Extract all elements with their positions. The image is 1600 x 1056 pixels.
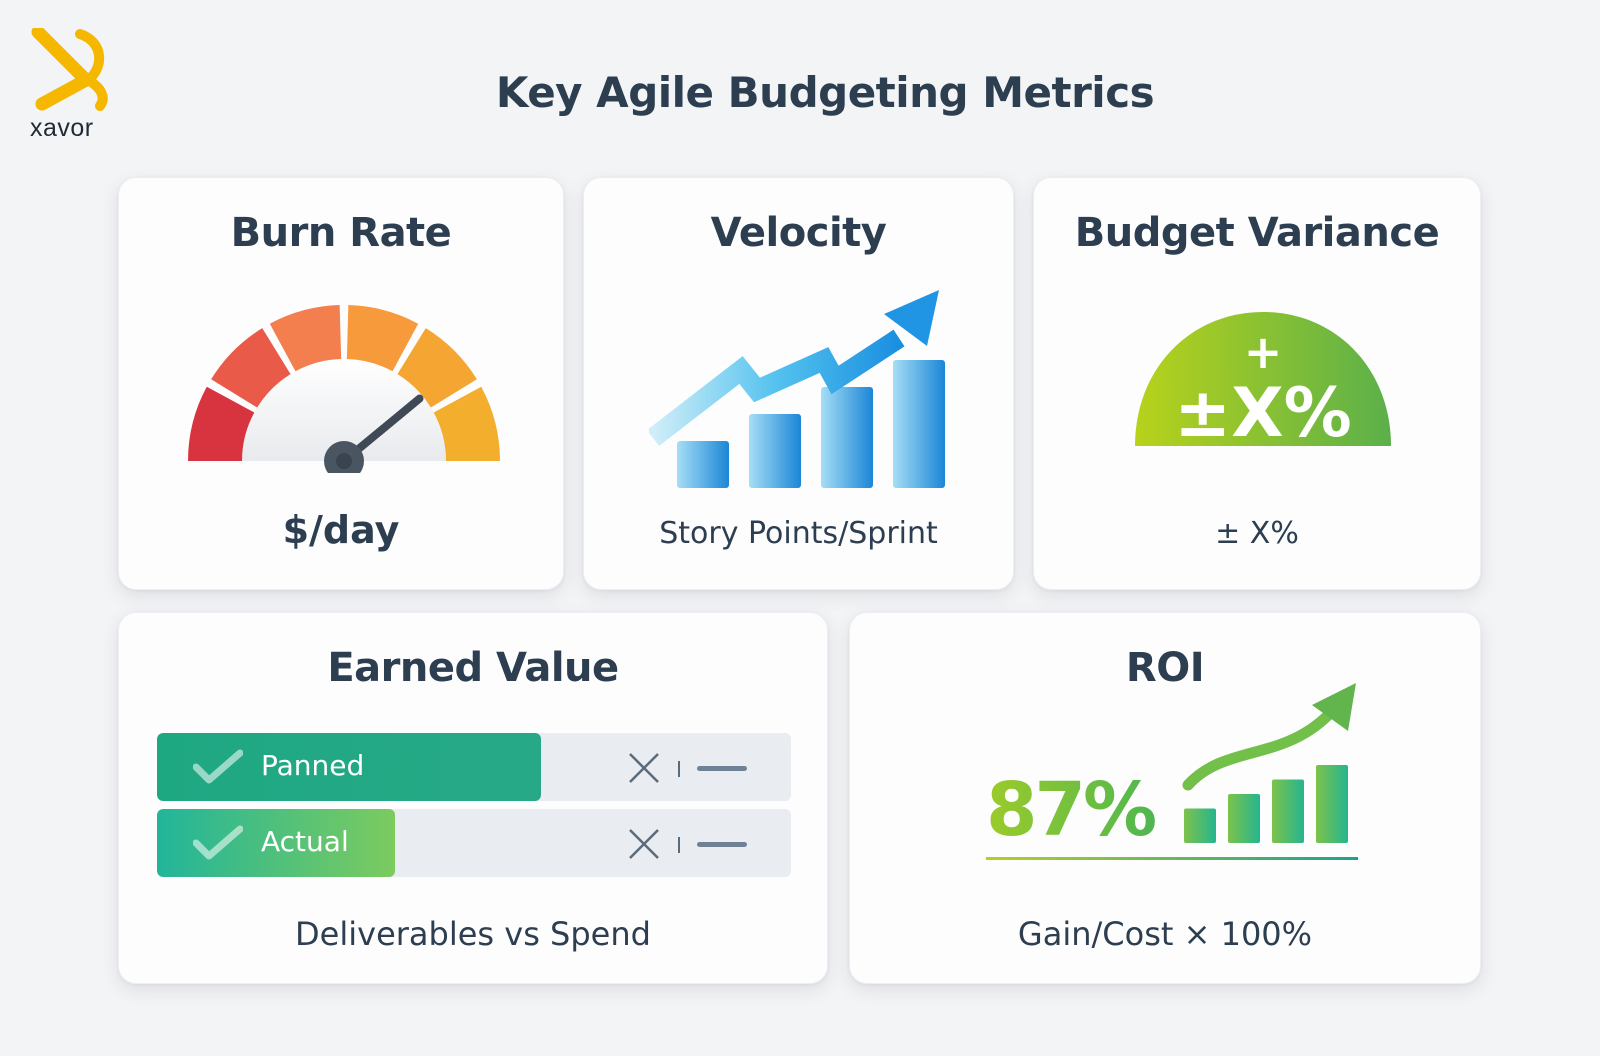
gauge-segment <box>346 305 419 372</box>
velocity-caption: Story Points/Sprint <box>659 516 938 551</box>
roi-bar <box>1184 808 1216 843</box>
divider-tick <box>678 837 680 853</box>
page-title: Key Agile Budgeting Metrics <box>495 68 1155 117</box>
arrow-head-icon <box>884 290 939 346</box>
burn-rate-card: Burn Rate $/day <box>118 177 564 590</box>
arrow-head-icon <box>1312 683 1356 731</box>
velocity-bar <box>893 360 945 488</box>
velocity-bar <box>677 441 729 488</box>
gauge-segment <box>433 386 500 461</box>
actual-bar: Actual <box>157 809 791 877</box>
burn-rate-caption: $/day <box>282 508 400 552</box>
actual-label: Actual <box>261 825 349 858</box>
roi-bar <box>1272 779 1304 843</box>
check-icon <box>193 825 243 860</box>
earned-value-caption: Deliverables vs Spend <box>295 915 651 953</box>
roi-graphic: 87% <box>986 683 1358 860</box>
close-icon <box>629 829 659 859</box>
planned-bar: Panned <box>157 733 791 801</box>
divider-tick <box>678 761 680 777</box>
trend-chart-icon <box>649 290 945 488</box>
velocity-title: Velocity <box>710 210 887 256</box>
variance-symbol: ±X% <box>1174 374 1352 448</box>
roi-caption: Gain/Cost × 100% <box>1017 915 1313 953</box>
budget-variance-card: Budget Variance + ±X% ± X% <box>1033 177 1481 590</box>
plus-sign: + <box>1244 325 1283 379</box>
earned-value-card: Earned Value Panned Actual Deliverables … <box>118 612 828 984</box>
gauge-segment <box>397 328 477 408</box>
burn-rate-title: Burn Rate <box>230 210 452 256</box>
velocity-bar <box>821 387 873 488</box>
roi-bar <box>1228 794 1260 843</box>
gauge-segment <box>269 305 342 372</box>
dash-icon <box>697 842 747 847</box>
variance-dome-icon: + ±X% <box>1135 312 1391 448</box>
brand-name: xavor <box>30 114 94 142</box>
budget-variance-title: Budget Variance <box>1074 210 1440 256</box>
roi-card: ROI 87% Gain/Cost × 100% <box>849 612 1481 984</box>
close-icon <box>629 753 659 783</box>
xavor-logo-icon <box>31 28 108 111</box>
gauge-icon <box>188 305 500 473</box>
roi-value: 87% <box>986 767 1155 853</box>
planned-label: Panned <box>261 749 365 782</box>
velocity-card: Velocity Story Points/Sprint <box>583 177 1014 590</box>
velocity-bar <box>749 414 801 488</box>
gauge-segment <box>211 328 291 408</box>
earned-value-title: Earned Value <box>327 645 619 691</box>
dash-icon <box>697 766 747 771</box>
roi-title: ROI <box>1125 645 1205 691</box>
check-icon <box>193 749 243 784</box>
gauge-segment <box>188 386 255 461</box>
roi-underline <box>986 857 1358 860</box>
roi-bar <box>1316 765 1348 843</box>
budget-variance-caption: ± X% <box>1215 516 1299 551</box>
